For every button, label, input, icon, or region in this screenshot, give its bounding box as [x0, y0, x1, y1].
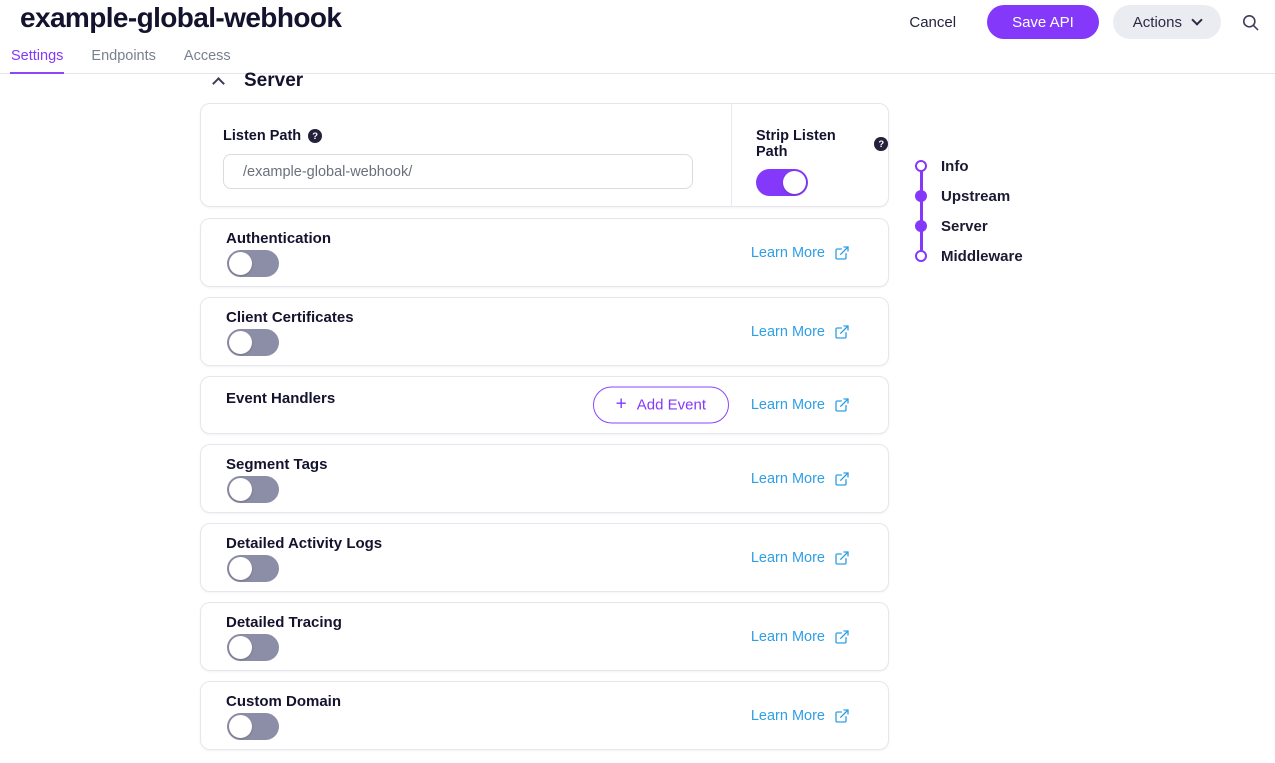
detailed-tracing-toggle[interactable]: [227, 634, 279, 661]
external-link-icon: [835, 550, 849, 565]
cancel-button[interactable]: Cancel: [909, 13, 957, 31]
save-api-button[interactable]: Save API: [987, 5, 1099, 39]
listen-path-label: Listen Path: [223, 128, 302, 144]
toggle-knob: [229, 331, 252, 354]
strip-listen-path-label-row: Strip Listen Path ?: [756, 128, 888, 160]
add-event-button[interactable]: + Add Event: [592, 386, 729, 424]
stepper-item-upstream[interactable]: Upstream: [915, 181, 1023, 211]
section-title: Server: [244, 70, 304, 91]
card-title: Event Handlers: [226, 390, 336, 407]
stepper-label: Middleware: [941, 247, 1023, 265]
toggle-knob: [229, 557, 252, 580]
plus-icon: +: [615, 393, 627, 415]
stepper-item-middleware[interactable]: Middleware: [915, 241, 1023, 271]
external-link-icon: [835, 629, 849, 644]
card-authentication: Authentication Learn More: [200, 218, 889, 287]
stepper-item-server[interactable]: Server: [915, 211, 1023, 241]
stepper-dot-hollow: [915, 250, 927, 262]
learn-more-link[interactable]: Learn More: [751, 708, 850, 724]
chevron-down-icon: [1191, 14, 1203, 26]
listen-path-field: Listen Path ?: [201, 104, 731, 206]
strip-listen-path-field: Strip Listen Path ?: [731, 104, 888, 206]
learn-more-label: Learn More: [750, 323, 825, 340]
help-icon[interactable]: ?: [308, 129, 323, 143]
learn-more-link[interactable]: Learn More: [751, 245, 850, 261]
add-event-label: Add Event: [636, 396, 706, 414]
actions-button-label: Actions: [1132, 13, 1182, 31]
help-icon[interactable]: ?: [874, 137, 888, 151]
search-button[interactable]: [1237, 9, 1263, 35]
stepper-label: Upstream: [941, 187, 1011, 205]
learn-more-label: Learn More: [750, 470, 825, 487]
search-icon: [1242, 14, 1258, 30]
top-bar-actions: Cancel Save API Actions: [909, 5, 1263, 39]
listen-path-label-row: Listen Path ?: [223, 128, 731, 144]
card-client-certificates: Client Certificates Learn More: [200, 297, 889, 366]
authentication-toggle[interactable]: [227, 250, 279, 277]
card-segment-tags: Segment Tags Learn More: [200, 444, 889, 513]
listen-path-card: Listen Path ? Strip Listen Path ?: [200, 103, 889, 207]
card-custom-domain: Custom Domain Learn More: [200, 681, 889, 750]
toggle-knob: [229, 252, 252, 275]
custom-domain-toggle[interactable]: [227, 713, 279, 740]
tab-access[interactable]: Access: [183, 48, 231, 64]
learn-more-label: Learn More: [750, 707, 825, 724]
learn-more-label: Learn More: [750, 397, 825, 413]
stepper-dot-filled: [915, 220, 927, 232]
card-title: Client Certificates: [226, 309, 354, 326]
external-link-icon: [835, 324, 849, 339]
learn-more-link[interactable]: Learn More: [751, 324, 850, 340]
learn-more-label: Learn More: [750, 549, 825, 566]
section-stepper: Info Upstream Server Middleware: [915, 151, 1023, 271]
chevron-up-icon[interactable]: [212, 76, 225, 90]
card-title: Segment Tags: [226, 456, 328, 473]
strip-listen-path-label: Strip Listen Path: [756, 128, 836, 160]
external-link-icon: [835, 708, 849, 723]
learn-more-label: Learn More: [750, 244, 825, 261]
learn-more-link[interactable]: Learn More: [751, 471, 850, 487]
actions-button[interactable]: Actions: [1112, 5, 1221, 39]
stepper-dot-filled: [915, 190, 927, 202]
card-title: Detailed Activity Logs: [226, 535, 383, 552]
card-title: Authentication: [226, 230, 331, 247]
segment-tags-toggle[interactable]: [227, 476, 279, 503]
card-detailed-tracing: Detailed Tracing Learn More: [200, 602, 889, 671]
card-title: Detailed Tracing: [226, 614, 342, 631]
external-link-icon: [835, 398, 849, 412]
toggle-knob: [229, 636, 252, 659]
learn-more-link[interactable]: Learn More: [751, 629, 850, 645]
detailed-activity-logs-toggle[interactable]: [227, 555, 279, 582]
listen-path-input[interactable]: [223, 154, 693, 189]
top-bar: example-global-webhook Cancel Save API A…: [0, 0, 1275, 48]
strip-listen-path-toggle[interactable]: [756, 169, 808, 196]
section-header: Server: [200, 69, 889, 93]
learn-more-label: Learn More: [750, 628, 825, 645]
stepper-item-info[interactable]: Info: [915, 151, 1023, 181]
toggle-knob: [783, 171, 806, 194]
stepper-line: [920, 166, 923, 256]
card-detailed-activity-logs: Detailed Activity Logs Learn More: [200, 523, 889, 592]
card-event-handlers: Event Handlers + Add Event Learn More: [200, 376, 889, 434]
external-link-icon: [835, 471, 849, 486]
stepper-label: Info: [941, 157, 969, 175]
tab-endpoints[interactable]: Endpoints: [91, 48, 156, 64]
page-title: example-global-webhook: [20, 2, 342, 33]
learn-more-link[interactable]: Learn More: [751, 397, 850, 413]
external-link-icon: [835, 245, 849, 260]
learn-more-link[interactable]: Learn More: [751, 550, 850, 566]
server-section: Server Listen Path ? Strip Listen Path ?: [200, 69, 889, 760]
toggle-knob: [229, 478, 252, 501]
tab-bar: Settings Endpoints Access: [0, 48, 1275, 74]
stepper-dot-hollow: [915, 160, 927, 172]
tab-settings[interactable]: Settings: [10, 48, 65, 74]
toggle-knob: [229, 715, 252, 738]
stepper-label: Server: [941, 217, 988, 235]
client-certificates-toggle[interactable]: [227, 329, 279, 356]
card-title: Custom Domain: [226, 693, 342, 710]
